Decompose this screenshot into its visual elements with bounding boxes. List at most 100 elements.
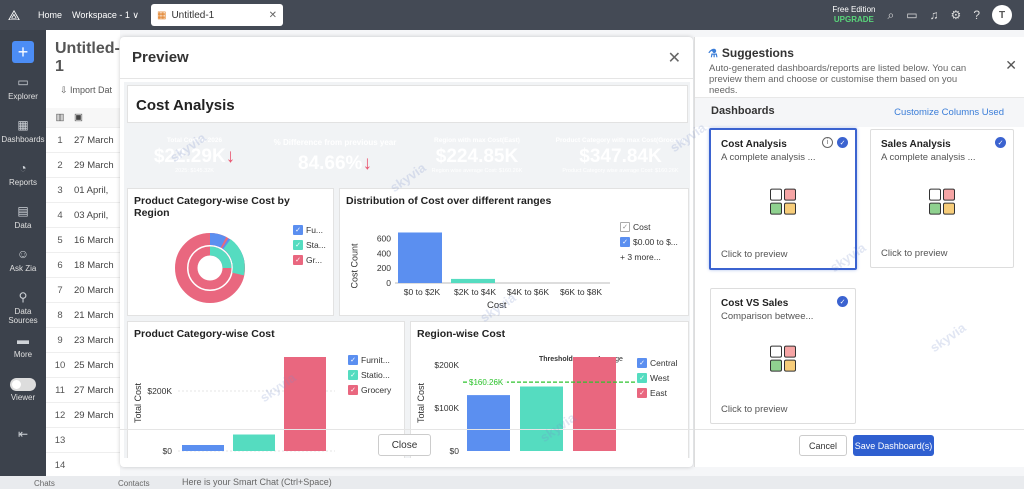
- x-tick-label: $0 to $2K: [404, 287, 441, 297]
- card-title: Cost VS Sales: [721, 298, 789, 309]
- dashboard-card-sales-analysis[interactable]: Sales Analysis A complete analysis ... ✓…: [870, 129, 1014, 268]
- close-icon[interactable]: ✕: [667, 49, 681, 67]
- donut-chart[interactable]: [150, 222, 280, 312]
- dashboard-card-cost-analysis[interactable]: Cost Analysis A complete analysis ... i …: [709, 128, 857, 270]
- tab-close-icon[interactable]: ✕: [268, 9, 277, 21]
- sidebar-item-ask-zia[interactable]: ☺ Ask Zia: [0, 241, 46, 284]
- card-desc: A complete analysis ...: [881, 152, 976, 163]
- table-row[interactable]: 7 20 March: [46, 278, 120, 303]
- import-data-button[interactable]: ⇩ Import Dat: [60, 85, 113, 95]
- distribution-legend: ✓ Cost ✓ $0.00 to $... + 3 more...: [620, 222, 678, 267]
- table-title: Untitled-1: [55, 40, 120, 75]
- kpi-value: $347.84K: [579, 146, 662, 167]
- table-row[interactable]: 3 01 April,: [46, 178, 120, 203]
- sidebar-item-data[interactable]: ▤ Data: [0, 198, 46, 241]
- down-arrow-icon: ↓: [225, 146, 236, 167]
- donut-inner-segment[interactable]: [209, 246, 232, 269]
- table-row[interactable]: 5 16 March: [46, 228, 120, 253]
- close-icon[interactable]: ✕: [1005, 57, 1017, 73]
- sidebar-item-dashboards[interactable]: ▦ Dashboards: [1, 118, 45, 144]
- table-row[interactable]: 1 27 March: [46, 128, 120, 153]
- chat-icon[interactable]: ▭: [906, 8, 918, 22]
- bar-east: [573, 357, 616, 451]
- table-row[interactable]: 12 29 March: [46, 403, 120, 428]
- row-number: 2: [57, 159, 63, 171]
- table-row[interactable]: 6 18 March: [46, 253, 120, 278]
- search-icon[interactable]: ⌕: [887, 7, 895, 22]
- legend-item[interactable]: ✓ Statio...: [348, 370, 391, 380]
- sidebar-item-reports[interactable]: ◔ Reports: [0, 155, 46, 198]
- legend-item[interactable]: ✓ $0.00 to $...: [620, 237, 678, 247]
- kpi-header: Region with max Cost(East): [434, 137, 520, 144]
- sidebar-item-data-sources[interactable]: ⚲ Data Sources: [0, 284, 46, 327]
- close-button[interactable]: Close: [378, 434, 431, 456]
- legend-item[interactable]: ✓ East: [637, 388, 677, 398]
- dashboard-card-cost-vs-sales[interactable]: Cost VS Sales Comparison betwee... ✓ Cli…: [710, 288, 856, 424]
- home-link[interactable]: Home: [38, 10, 63, 20]
- table-row[interactable]: 14: [46, 453, 120, 476]
- donut-ring-stationery[interactable]: [223, 239, 245, 276]
- table-row[interactable]: 13: [46, 428, 120, 453]
- click-to-preview[interactable]: Click to preview: [721, 404, 788, 415]
- tab-untitled[interactable]: ▦ Untitled-1 ✕: [150, 4, 283, 26]
- upgrade-link[interactable]: UPGRADE: [833, 15, 874, 24]
- distribution-chart-card: Distribution of Cost over different rang…: [339, 188, 689, 316]
- gear-icon[interactable]: ⚙: [950, 8, 962, 22]
- legend-more-link[interactable]: + 3 more...: [620, 252, 661, 262]
- modal-footer: Close: [120, 429, 693, 467]
- kpi-percent-diff: % Difference from previous year 84.66%↓: [268, 133, 402, 183]
- kpi-sub: Region wise average Cost: $160.26K: [431, 168, 523, 174]
- chats-link[interactable]: Chats: [34, 479, 55, 488]
- legend-item[interactable]: ✓ Central: [637, 358, 677, 368]
- legend-item[interactable]: ✓ Gr...: [293, 255, 326, 265]
- legend-item[interactable]: ✓ Sta...: [293, 240, 326, 250]
- table-row[interactable]: 4 03 April,: [46, 203, 120, 228]
- bar-statio: [233, 434, 275, 451]
- edition-badge[interactable]: Free Edition UPGRADE: [832, 5, 875, 25]
- click-to-preview[interactable]: Click to preview: [881, 248, 948, 259]
- legend-item[interactable]: ✓ Fu...: [293, 225, 326, 235]
- calendar-icon: ▣: [74, 112, 83, 123]
- app-logo-icon[interactable]: ⟁: [7, 6, 21, 23]
- info-icon[interactable]: i: [822, 137, 833, 148]
- check-icon[interactable]: ✓: [837, 296, 848, 307]
- tab-label: Untitled-1: [171, 9, 215, 21]
- table-row[interactable]: 2 29 March: [46, 153, 120, 178]
- table-row[interactable]: 11 27 March: [46, 378, 120, 403]
- contacts-link[interactable]: Contacts: [118, 479, 150, 488]
- collapse-sidebar-icon[interactable]: ⇤: [17, 427, 29, 441]
- smart-chat-input[interactable]: Here is your Smart Chat (Ctrl+Space): [182, 477, 332, 487]
- sidebar-item-explorer[interactable]: ▭ Explorer: [0, 69, 46, 112]
- click-to-preview[interactable]: Click to preview: [721, 249, 788, 260]
- dashboard-thumb-icon: [770, 345, 796, 372]
- workspace-menu[interactable]: Workspace - 1 ∨: [72, 9, 139, 20]
- create-button[interactable]: +: [12, 41, 34, 63]
- modal-title: Preview: [132, 49, 189, 66]
- save-dashboards-button[interactable]: Save Dashboard(s): [853, 435, 934, 456]
- cancel-button[interactable]: Cancel: [799, 435, 847, 456]
- legend-item[interactable]: ✓ Furnit...: [348, 355, 391, 365]
- sidebar-item-more[interactable]: ▬ More: [0, 327, 46, 370]
- legend-item[interactable]: ✓ Cost: [620, 222, 678, 232]
- help-icon[interactable]: ?: [973, 8, 980, 22]
- dashboard-preview: Cost Analysis Total Cost in 2026 $22.29K…: [124, 82, 690, 458]
- table-row[interactable]: 8 21 March: [46, 303, 120, 328]
- viewer-toggle[interactable]: Viewer: [0, 370, 46, 413]
- legend-item[interactable]: ✓ Grocery: [348, 385, 391, 395]
- y-tick-label: 400: [377, 248, 391, 258]
- checkbox-icon: ✓: [620, 237, 630, 247]
- check-icon[interactable]: ✓: [837, 137, 848, 148]
- check-icon[interactable]: ✓: [995, 137, 1006, 148]
- row-number-header: ▥: [55, 112, 65, 123]
- customize-columns-link[interactable]: Customize Columns Used: [894, 107, 1004, 118]
- toggle-switch[interactable]: [10, 378, 36, 391]
- table-row[interactable]: 10 25 March: [46, 353, 120, 378]
- avatar[interactable]: T: [992, 5, 1012, 25]
- kpi-header: Product Category with max Cost(Grocery): [555, 137, 686, 144]
- checkbox-icon: ✓: [637, 388, 647, 398]
- legend-item[interactable]: ✓ West: [637, 373, 677, 383]
- table-row[interactable]: 9 23 March: [46, 328, 120, 353]
- threshold-value-label: $160.26K: [469, 378, 504, 387]
- threshold-label: Threshold: [539, 356, 573, 363]
- bell-icon[interactable]: ♫: [929, 8, 939, 22]
